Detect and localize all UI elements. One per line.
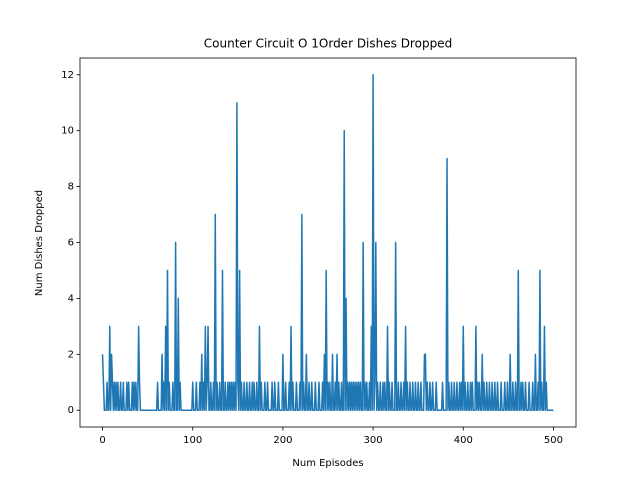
y-tick-label: 6 (68, 238, 74, 249)
x-tick-label: 300 (364, 435, 383, 446)
x-tick-label: 200 (273, 435, 292, 446)
y-tick-label: 10 (61, 126, 74, 137)
line-series (101, 74, 554, 411)
plot-frame (79, 57, 577, 428)
y-tick-label: 2 (68, 349, 74, 360)
y-tick-label: 8 (68, 182, 74, 193)
y-axis-label: Num Dishes Dropped (34, 190, 45, 296)
y-tick-label: 12 (61, 70, 74, 81)
x-tick-label: 100 (183, 435, 202, 446)
x-tick-label: 400 (454, 435, 473, 446)
x-axis-label: Num Episodes (292, 458, 363, 469)
x-tick-label: 500 (544, 435, 563, 446)
y-tick-label: 0 (68, 405, 74, 416)
chart-title: Counter Circuit O 1Order Dishes Dropped (204, 37, 452, 51)
y-tick-label: 4 (68, 293, 74, 304)
x-tick-label: 0 (99, 435, 105, 446)
